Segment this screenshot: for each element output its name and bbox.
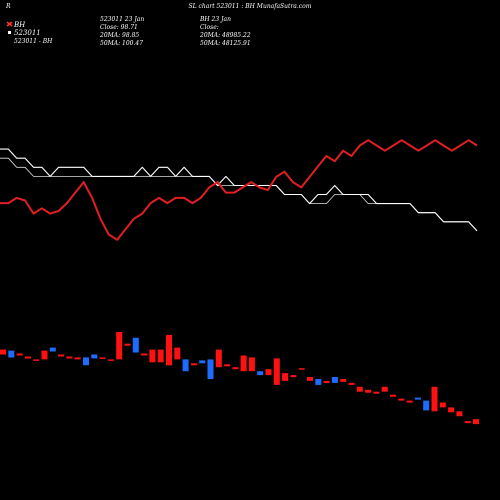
candle-up (257, 371, 264, 376)
legend-code: 523011 (14, 29, 41, 37)
candle-down (157, 349, 164, 363)
candle-down (16, 353, 23, 356)
candle-down (24, 356, 31, 359)
candle-up (331, 377, 338, 383)
candle-down (116, 332, 123, 360)
info-left-20ma: 20MA: 98.85 (99, 32, 139, 39)
candle-down (406, 400, 413, 403)
candle-up (91, 354, 98, 359)
candle-up (182, 359, 189, 372)
candle-down (348, 382, 355, 385)
candle-down (224, 364, 231, 367)
candle-up (423, 400, 430, 411)
legend-symbol: BH (13, 21, 26, 29)
candle-down (265, 369, 272, 376)
candle-down (323, 381, 330, 383)
candle-down (174, 347, 181, 360)
candle-down (166, 334, 172, 366)
candle-up (199, 360, 206, 364)
candle-down (99, 357, 106, 359)
candle-up (8, 350, 15, 358)
candle-down (365, 389, 372, 393)
candle-up (207, 359, 214, 379)
candle-down (232, 367, 239, 370)
candle-up (414, 397, 421, 400)
left-letter: R (5, 3, 11, 10)
candle-down (473, 419, 479, 425)
candle-down (390, 394, 396, 397)
candle-down (464, 421, 471, 424)
candle-down (373, 391, 380, 394)
candle-down (356, 386, 363, 392)
candle-down (107, 359, 114, 361)
index-line (0, 139, 478, 241)
info-right-date: BH 23 Jan (199, 16, 231, 23)
info-right-20ma: 20MA: 48985.22 (199, 32, 251, 39)
candle-down (0, 349, 6, 355)
info-left-date: 523011 23 Jan (100, 16, 144, 23)
candle-down (58, 354, 65, 357)
candle-down (273, 358, 280, 385)
price-lines (0, 139, 478, 241)
candle-down (240, 355, 247, 372)
candle-down (282, 373, 289, 381)
candle-down (66, 356, 73, 359)
candle-down (398, 398, 405, 401)
legend-swatch-1 (6, 21, 13, 27)
candle-down (381, 386, 388, 392)
candle-down (439, 402, 446, 408)
info-left-50ma: 50MA: 100.47 (100, 40, 143, 47)
candle-down (456, 411, 463, 417)
chart-title: SL chart 523011 : BH MunafaSutra.com (189, 3, 312, 10)
info-left-close: Close: 98.71 (100, 24, 138, 31)
candle-down (448, 407, 455, 413)
candle-down (298, 368, 305, 370)
candle-up (49, 347, 56, 352)
candle-down (431, 386, 438, 412)
close-line (0, 148, 478, 232)
legend-swatch-2 (8, 31, 11, 34)
info-right-50ma: 50MA: 48125.91 (200, 40, 251, 47)
candle-up (132, 337, 139, 353)
info-right-close: Close: (200, 24, 219, 31)
candle-down (215, 349, 222, 368)
candle-down (41, 350, 48, 360)
candle-down (124, 343, 131, 346)
candle-up (315, 379, 322, 385)
candle-down (340, 379, 347, 382)
candle-down (248, 357, 255, 372)
candles (0, 332, 479, 425)
candle-up (83, 357, 89, 366)
candle-down (149, 349, 156, 363)
candle-down (74, 357, 81, 360)
candle-down (141, 353, 148, 356)
candle-down (33, 359, 40, 361)
candle-down (290, 375, 297, 378)
legend-code-2: 523011 - BH (14, 38, 53, 45)
candle-down (307, 377, 313, 381)
candle-down (190, 363, 197, 366)
